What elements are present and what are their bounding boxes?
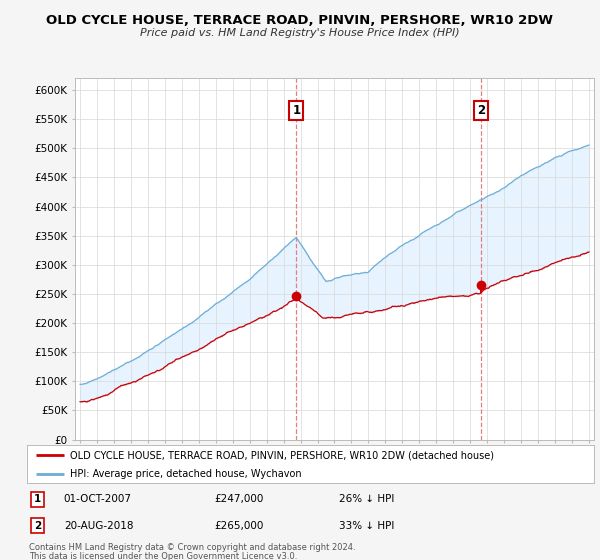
Text: 33% ↓ HPI: 33% ↓ HPI (339, 521, 394, 530)
Text: Price paid vs. HM Land Registry's House Price Index (HPI): Price paid vs. HM Land Registry's House … (140, 28, 460, 38)
Text: OLD CYCLE HOUSE, TERRACE ROAD, PINVIN, PERSHORE, WR10 2DW: OLD CYCLE HOUSE, TERRACE ROAD, PINVIN, P… (47, 14, 554, 27)
Text: £247,000: £247,000 (214, 494, 263, 504)
Text: 20-AUG-2018: 20-AUG-2018 (64, 521, 133, 530)
Text: OLD CYCLE HOUSE, TERRACE ROAD, PINVIN, PERSHORE, WR10 2DW (detached house): OLD CYCLE HOUSE, TERRACE ROAD, PINVIN, P… (70, 450, 494, 460)
Text: £265,000: £265,000 (214, 521, 263, 530)
Text: 1: 1 (34, 494, 41, 504)
Text: 2: 2 (476, 104, 485, 118)
Text: HPI: Average price, detached house, Wychavon: HPI: Average price, detached house, Wych… (70, 469, 301, 479)
Text: Contains HM Land Registry data © Crown copyright and database right 2024.: Contains HM Land Registry data © Crown c… (29, 543, 355, 552)
Text: 26% ↓ HPI: 26% ↓ HPI (339, 494, 394, 504)
Text: 01-OCT-2007: 01-OCT-2007 (64, 494, 132, 504)
Text: This data is licensed under the Open Government Licence v3.0.: This data is licensed under the Open Gov… (29, 552, 297, 560)
Text: 1: 1 (292, 104, 301, 118)
Text: 2: 2 (34, 521, 41, 530)
